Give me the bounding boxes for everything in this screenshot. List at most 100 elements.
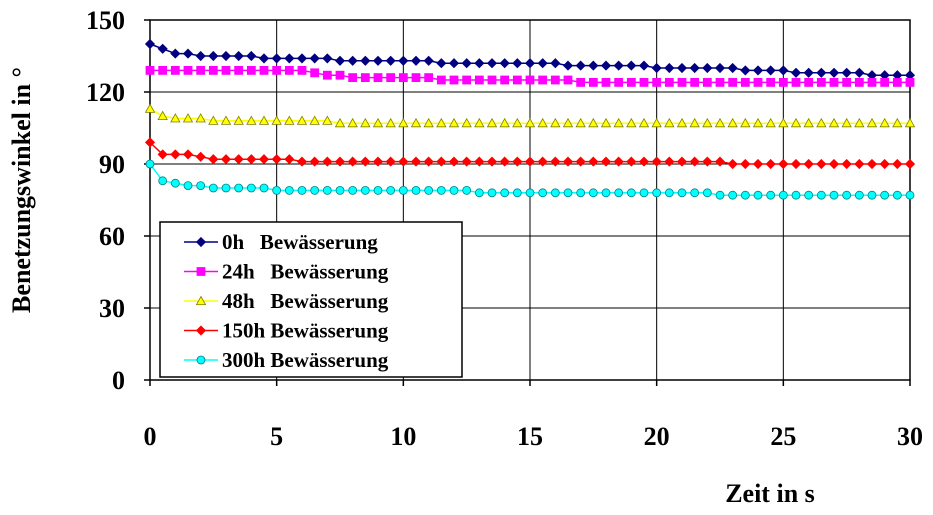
data-point xyxy=(854,78,864,87)
data-point xyxy=(714,156,726,167)
data-point xyxy=(512,188,522,198)
legend-item: 0h Bewässerung xyxy=(184,230,378,254)
y-axis-ticks: 0 30 60 90 120 150 xyxy=(86,6,150,395)
data-point xyxy=(905,190,915,200)
data-point xyxy=(448,58,460,69)
data-point xyxy=(842,190,852,200)
data-point xyxy=(297,66,307,75)
data-point xyxy=(296,156,308,167)
data-point xyxy=(524,117,536,128)
data-point xyxy=(841,117,852,128)
data-point xyxy=(879,158,890,170)
data-point xyxy=(145,66,155,75)
data-point xyxy=(816,158,827,170)
data-point xyxy=(486,58,498,69)
data-point xyxy=(778,190,788,200)
legend-label: 150h Bewässerung xyxy=(222,319,389,343)
data-point xyxy=(334,55,346,66)
data-point xyxy=(436,58,447,69)
data-point xyxy=(866,117,878,128)
data-point xyxy=(828,158,840,170)
data-point xyxy=(689,62,700,74)
data-point xyxy=(766,190,776,200)
data-point xyxy=(905,78,915,87)
data-point xyxy=(360,185,370,195)
data-point xyxy=(563,188,573,198)
data-point xyxy=(385,55,396,66)
data-point xyxy=(436,75,446,85)
data-point xyxy=(144,137,156,148)
data-point xyxy=(486,156,498,167)
data-point xyxy=(677,78,687,87)
data-point xyxy=(423,117,434,128)
data-point xyxy=(183,181,193,191)
data-point xyxy=(854,158,865,170)
data-point xyxy=(195,50,206,62)
data-point xyxy=(499,156,510,167)
legend-marker xyxy=(195,236,207,248)
data-point xyxy=(538,188,548,198)
x-tick-label: 20 xyxy=(644,422,670,451)
series-0 xyxy=(144,38,916,81)
data-point xyxy=(892,190,902,200)
data-point xyxy=(575,117,586,128)
data-point xyxy=(373,73,383,82)
x-tick-label: 0 xyxy=(144,422,157,451)
data-point xyxy=(423,156,434,167)
data-point xyxy=(410,55,422,66)
x-tick-label: 25 xyxy=(770,422,796,451)
data-point xyxy=(360,117,371,128)
data-point xyxy=(816,78,826,87)
data-point xyxy=(500,188,510,198)
data-point xyxy=(652,78,662,87)
data-point xyxy=(322,185,332,195)
data-point xyxy=(208,115,219,125)
data-point xyxy=(386,185,396,195)
data-point xyxy=(208,66,218,75)
data-point xyxy=(461,117,472,128)
data-point xyxy=(854,190,864,200)
data-point xyxy=(728,190,738,200)
data-point xyxy=(157,110,168,120)
data-point xyxy=(740,117,751,128)
data-point xyxy=(284,53,295,64)
data-point xyxy=(487,75,497,85)
data-point xyxy=(702,78,712,87)
data-point xyxy=(702,156,713,167)
data-point xyxy=(462,75,472,85)
data-point xyxy=(423,55,434,66)
data-point xyxy=(271,115,282,125)
y-tick-label: 0 xyxy=(112,366,125,395)
data-point xyxy=(360,73,370,82)
data-point xyxy=(258,53,270,64)
data-point xyxy=(842,78,852,87)
data-point xyxy=(373,185,383,195)
data-point xyxy=(436,156,447,167)
data-point xyxy=(550,117,561,128)
data-point xyxy=(588,117,599,128)
data-point xyxy=(879,117,890,128)
series-3 xyxy=(144,137,916,170)
data-point xyxy=(296,115,308,125)
series-group xyxy=(144,38,916,200)
data-point xyxy=(791,190,801,200)
data-point xyxy=(626,78,636,87)
data-point xyxy=(765,158,776,170)
data-point xyxy=(284,66,294,75)
legend-marker xyxy=(196,355,206,365)
data-point xyxy=(233,50,244,62)
y-tick-label: 120 xyxy=(86,78,125,107)
data-point xyxy=(259,66,269,75)
data-point xyxy=(867,78,877,87)
x-tick-label: 15 xyxy=(517,422,543,451)
data-point xyxy=(448,156,460,167)
data-point xyxy=(385,156,396,167)
data-point xyxy=(512,75,522,85)
data-point xyxy=(272,185,282,195)
data-point xyxy=(524,156,536,167)
data-point xyxy=(398,185,408,195)
data-point xyxy=(752,65,764,76)
data-point xyxy=(537,117,548,128)
data-point xyxy=(752,117,764,128)
data-point xyxy=(791,78,801,87)
